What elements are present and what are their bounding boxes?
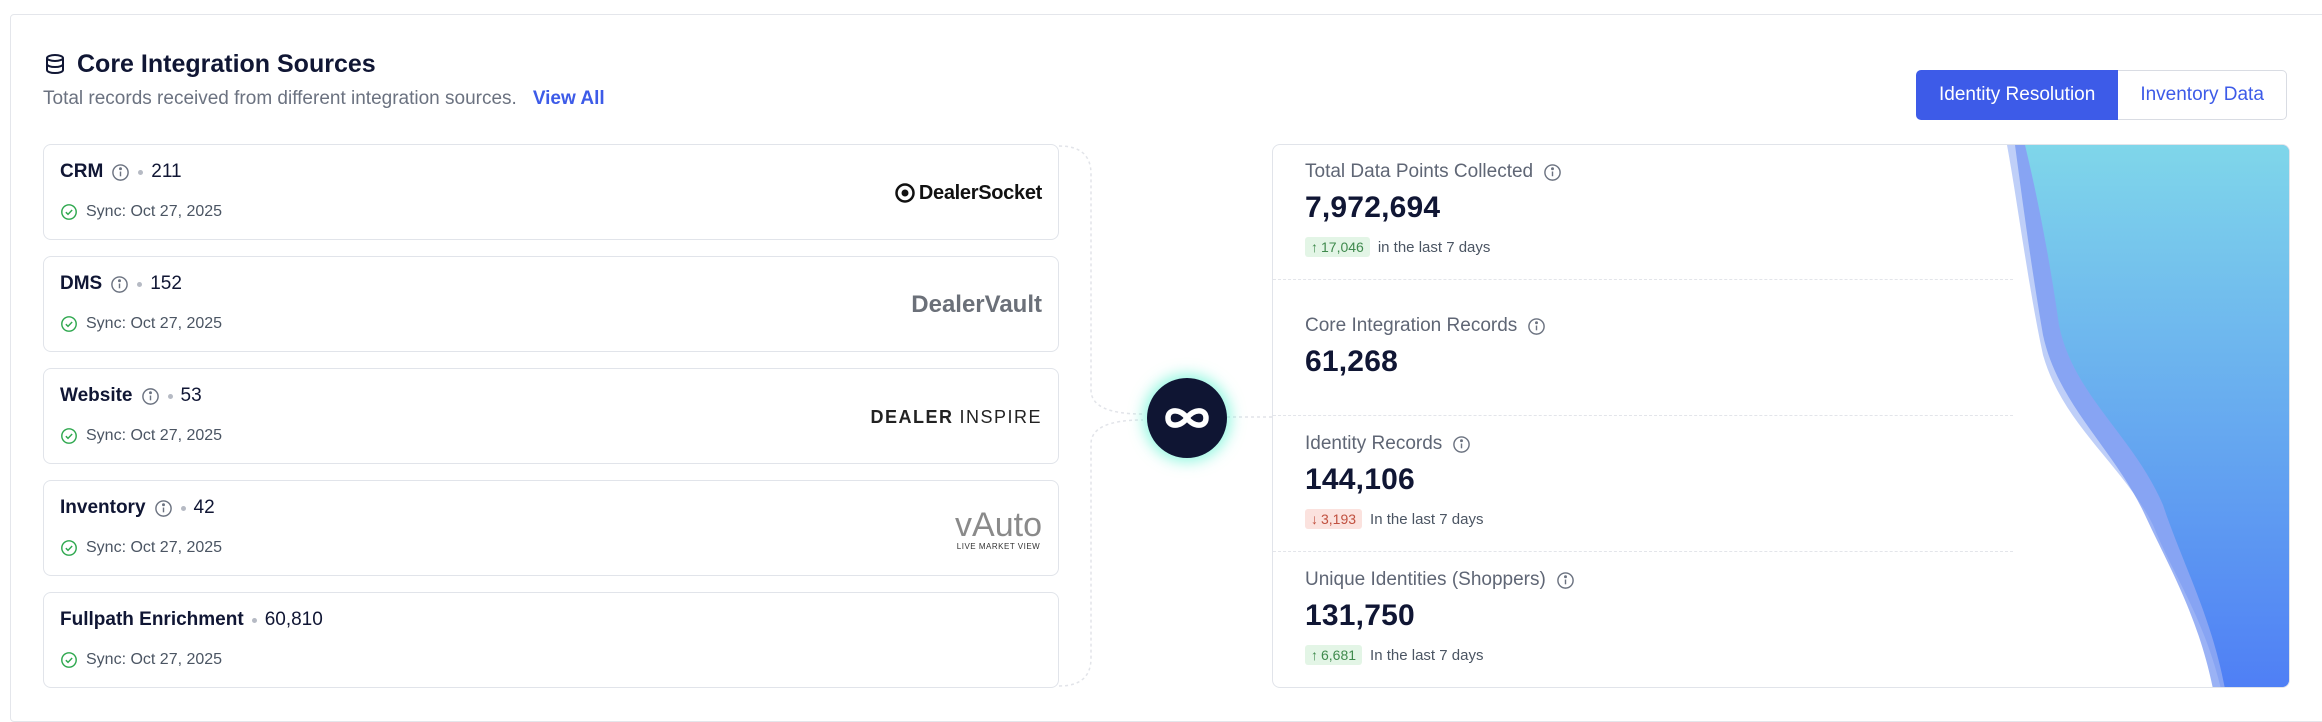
tab-identity-resolution[interactable]: Identity Resolution [1916,70,2119,120]
source-card-dms[interactable]: DMS 152 Sync: Oct 27, 2025 DealerVault [43,256,1059,352]
info-icon[interactable] [1452,435,1471,454]
source-name: Fullpath Enrichment [60,609,244,630]
check-circle-icon [61,540,77,556]
arrow-down-icon: ↓ [1311,511,1318,527]
data-type-toggle: Identity Resolution Inventory Data [1916,70,2287,120]
source-count: 60,810 [264,609,323,630]
stat-label: Total Data Points Collected [1305,161,1534,182]
stat-label: Core Integration Records [1305,315,1518,336]
separator-dot [138,169,144,175]
database-icon [46,53,64,74]
section-title: Core Integration Sources [43,50,376,79]
change-period: In the last 7 days [1370,646,1484,664]
source-card-crm[interactable]: CRM 211 Sync: Oct 27, 2025 DealerSocket [43,144,1059,240]
check-circle-icon [61,316,77,332]
stat-label: Unique Identities (Shoppers) [1305,569,1546,590]
dealer-inspire-logo: DEALER INSPIRE [870,406,1042,427]
separator-dot [180,505,186,511]
source-card-website[interactable]: Website 53 Sync: Oct 27, 2025 DEALER INSP… [43,368,1059,464]
info-icon[interactable] [154,499,173,518]
source-name: CRM [60,161,104,182]
stat-core-integration-records: Core Integration Records 61,268 [1305,315,1546,379]
sync-date: Sync: Oct 27, 2025 [86,427,223,444]
vauto-logo: vAuto LIVE MARKET VIEW [955,505,1042,551]
stat-value: 131,750 [1305,599,1415,632]
source-card-inventory[interactable]: Inventory 42 Sync: Oct 27, 2025 vAuto LI… [43,480,1059,576]
source-name: Inventory [60,497,146,518]
info-icon[interactable] [110,275,129,294]
change-badge-down: ↓ 3,193 [1305,509,1363,529]
source-count: 211 [151,161,182,182]
stat-value: 144,106 [1305,463,1415,496]
change-period: In the last 7 days [1370,510,1484,528]
integration-hub [1147,378,1227,458]
change-period: in the last 7 days [1377,238,1491,256]
info-icon[interactable] [141,387,160,406]
stat-value: 7,972,694 [1305,191,1441,224]
subtitle-text: Total records received from different in… [43,88,517,109]
separator-dot [137,281,143,287]
check-circle-icon [61,204,77,220]
stat-total-data-points: Total Data Points Collected 7,972,694 ↑ 1… [1305,161,1562,257]
stat-divider [1273,415,2013,416]
info-icon[interactable] [1543,163,1562,182]
stat-divider [1273,551,2013,552]
funnel-visual [2007,145,2289,687]
separator-dot [251,617,257,623]
info-icon[interactable] [1527,317,1546,336]
arrow-up-icon: ↑ [1311,647,1318,663]
stat-unique-identities: Unique Identities (Shoppers) 131,750 ↑ 6,… [1305,569,1575,665]
stat-identity-records: Identity Records 144,106 ↓ 3,193 In the l… [1305,433,1483,529]
stat-label: Identity Records [1305,433,1443,454]
source-count: 152 [150,273,182,294]
view-all-link[interactable]: View All [532,88,605,109]
sync-date: Sync: Oct 27, 2025 [86,651,223,668]
section-title-text: Core Integration Sources [77,50,376,78]
stats-panel: Total Data Points Collected 7,972,694 ↑ 1… [1272,144,2290,688]
sync-date: Sync: Oct 27, 2025 [86,203,223,220]
source-card-fullpath-enrichment[interactable]: Fullpath Enrichment 60,810 Sync: Oct 27,… [43,592,1059,688]
change-badge-up: ↑ 6,681 [1305,645,1363,665]
source-count: 42 [193,497,215,518]
section-subtitle: Total records received from different in… [43,88,605,110]
sync-date: Sync: Oct 27, 2025 [86,315,223,332]
check-circle-icon [61,428,77,444]
source-name: DMS [60,273,103,294]
sync-date: Sync: Oct 27, 2025 [86,539,223,556]
stat-value: 61,268 [1305,345,1398,378]
check-circle-icon [61,652,77,668]
separator-dot [167,393,173,399]
arrow-up-icon: ↑ [1311,239,1318,255]
dealervault-logo: DealerVault [911,291,1042,318]
source-name: Website [60,385,133,406]
infinity-icon [1165,408,1209,428]
stat-divider [1273,279,2013,280]
hub-connector-line [1227,416,1273,418]
dealersocket-logo: DealerSocket [895,145,1042,241]
tab-inventory-data[interactable]: Inventory Data [2118,70,2287,120]
connector-lines [1059,145,1144,687]
info-icon[interactable] [1556,571,1575,590]
source-count: 53 [180,385,202,406]
change-badge-up: ↑ 17,046 [1305,237,1370,257]
info-icon[interactable] [111,163,130,182]
